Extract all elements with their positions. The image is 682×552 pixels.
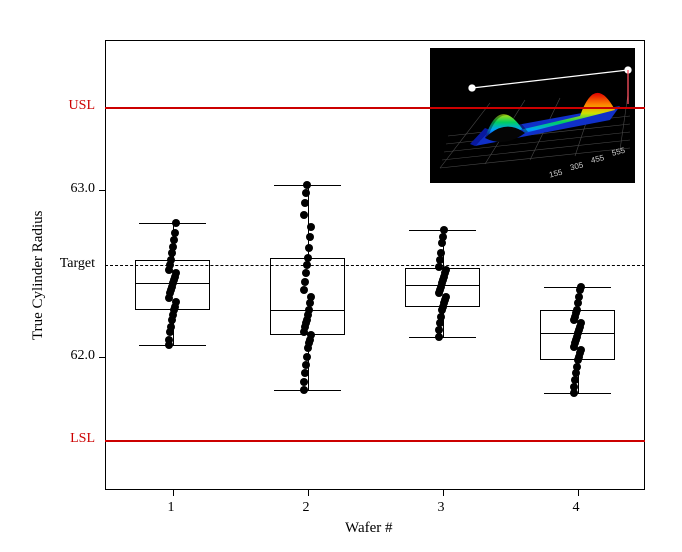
data-point bbox=[300, 386, 308, 394]
ref-label-lsl: LSL bbox=[70, 431, 95, 447]
data-point bbox=[300, 286, 308, 294]
data-point bbox=[307, 293, 315, 301]
y-axis-title: True Cylinder Radius bbox=[30, 211, 47, 340]
inset-profilometry-render: 155 305 455 555 bbox=[430, 48, 635, 183]
y-tick-label: 62.0 bbox=[71, 348, 96, 364]
data-point bbox=[300, 378, 308, 386]
boxplot-figure: True Cylinder Radius Wafer # 155 30 bbox=[0, 0, 682, 552]
data-point bbox=[172, 269, 180, 277]
profilometry-svg: 155 305 455 555 bbox=[430, 48, 635, 183]
data-point bbox=[307, 223, 315, 231]
x-tick-label: 1 bbox=[168, 500, 175, 516]
x-tick-label: 3 bbox=[438, 500, 445, 516]
data-point bbox=[302, 189, 310, 197]
data-point bbox=[165, 336, 173, 344]
data-point bbox=[171, 229, 179, 237]
data-point bbox=[302, 361, 310, 369]
data-point bbox=[301, 278, 309, 286]
y-tick-label: 63.0 bbox=[71, 181, 96, 197]
data-point bbox=[303, 353, 311, 361]
data-point bbox=[577, 319, 585, 327]
data-point bbox=[172, 219, 180, 227]
data-point bbox=[172, 298, 180, 306]
ref-label-usl: USL bbox=[69, 98, 95, 114]
x-tick-label: 2 bbox=[303, 500, 310, 516]
data-point bbox=[301, 199, 309, 207]
data-point bbox=[300, 211, 308, 219]
x-axis-title: Wafer # bbox=[345, 520, 393, 537]
data-point bbox=[305, 244, 313, 252]
data-point bbox=[301, 369, 309, 377]
data-point bbox=[307, 331, 315, 339]
data-point bbox=[302, 269, 310, 277]
data-point bbox=[303, 181, 311, 189]
data-point bbox=[306, 233, 314, 241]
data-point bbox=[304, 254, 312, 262]
data-point bbox=[442, 293, 450, 301]
ref-line-usl bbox=[105, 107, 645, 109]
ref-line-lsl bbox=[105, 440, 645, 442]
data-point bbox=[440, 226, 448, 234]
data-point bbox=[577, 346, 585, 354]
data-point bbox=[577, 283, 585, 291]
data-point bbox=[442, 266, 450, 274]
x-tick-label: 4 bbox=[573, 500, 580, 516]
data-point bbox=[437, 249, 445, 257]
ref-label-target: Target bbox=[60, 256, 95, 272]
